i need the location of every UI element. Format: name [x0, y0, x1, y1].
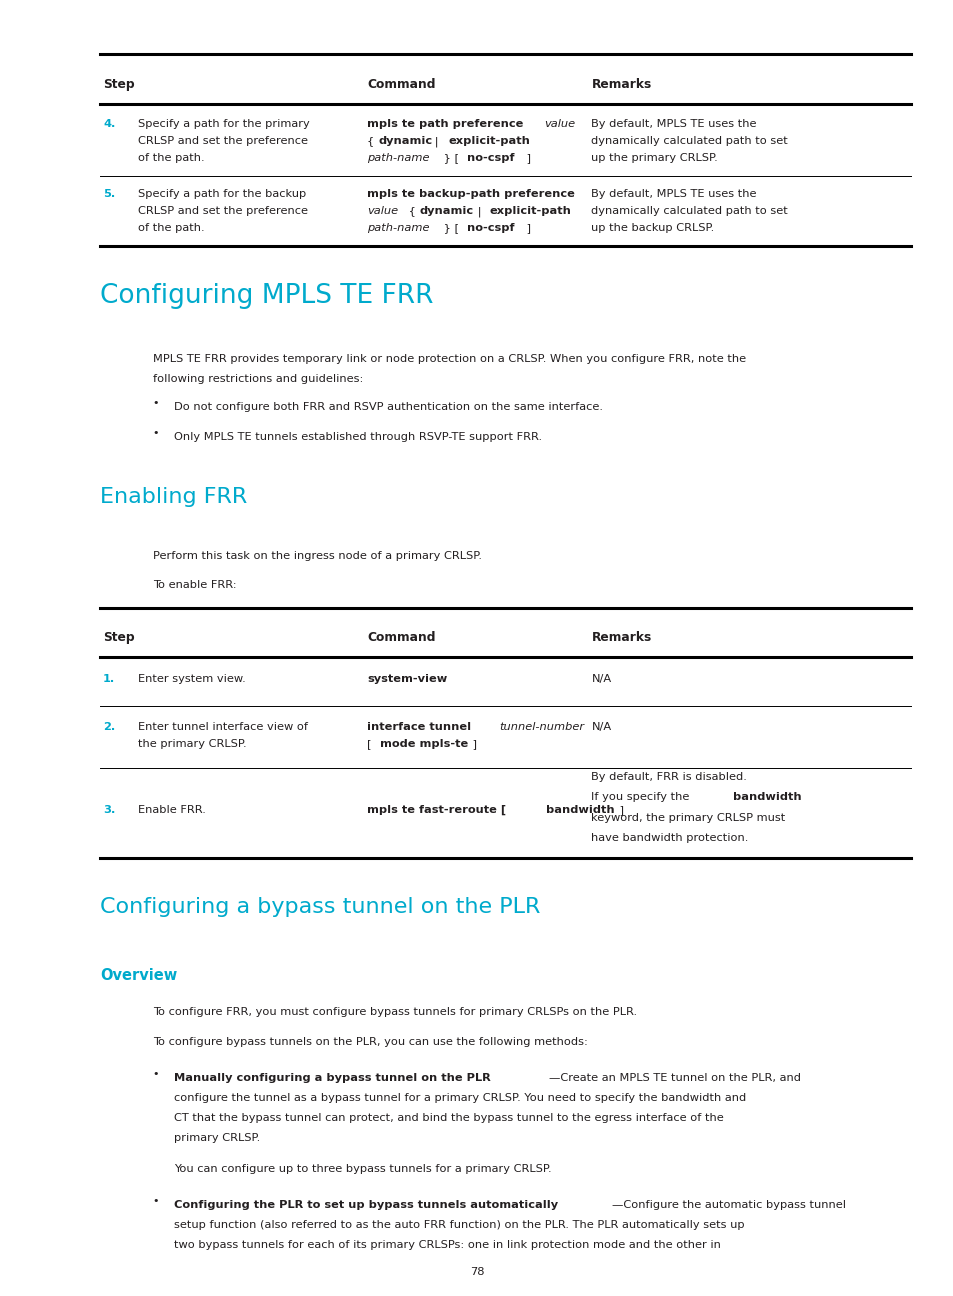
Text: configure the tunnel as a bypass tunnel for a primary CRLSP. You need to specify: configure the tunnel as a bypass tunnel …: [173, 1094, 745, 1103]
Text: Command: Command: [367, 78, 436, 91]
Text: ]: ]: [469, 739, 476, 749]
Text: By default, MPLS TE uses the: By default, MPLS TE uses the: [591, 119, 756, 130]
Text: ]: ]: [522, 153, 530, 163]
Text: N/A: N/A: [591, 674, 611, 684]
Text: Remarks: Remarks: [591, 631, 651, 644]
Text: Overview: Overview: [100, 968, 177, 984]
Text: Step: Step: [103, 78, 134, 91]
Text: CRLSP and set the preference: CRLSP and set the preference: [138, 136, 308, 146]
Text: |: |: [431, 136, 442, 146]
Text: —Configure the automatic bypass tunnel: —Configure the automatic bypass tunnel: [611, 1200, 844, 1209]
Text: the primary CRLSP.: the primary CRLSP.: [138, 739, 247, 749]
Text: of the path.: of the path.: [138, 153, 205, 163]
Text: Configuring a bypass tunnel on the PLR: Configuring a bypass tunnel on the PLR: [100, 897, 540, 916]
Text: 5.: 5.: [103, 189, 115, 200]
Text: value: value: [367, 206, 398, 216]
Text: •: •: [152, 398, 159, 408]
Text: setup function (also referred to as the auto FRR function) on the PLR. The PLR a: setup function (also referred to as the …: [173, 1220, 743, 1230]
Text: 2.: 2.: [103, 722, 115, 732]
Text: Specify a path for the primary: Specify a path for the primary: [138, 119, 310, 130]
Text: CRLSP and set the preference: CRLSP and set the preference: [138, 206, 308, 216]
Text: ]: ]: [616, 805, 623, 815]
Text: path-name: path-name: [367, 223, 430, 233]
Text: Perform this task on the ingress node of a primary CRLSP.: Perform this task on the ingress node of…: [152, 551, 481, 561]
Text: system-view: system-view: [367, 674, 447, 684]
Text: } [: } [: [439, 153, 462, 163]
Text: ]: ]: [522, 223, 530, 233]
Text: explicit-path: explicit-path: [448, 136, 530, 146]
Text: —Create an MPLS TE tunnel on the PLR, and: —Create an MPLS TE tunnel on the PLR, an…: [548, 1073, 800, 1083]
Text: You can configure up to three bypass tunnels for a primary CRLSP.: You can configure up to three bypass tun…: [173, 1164, 551, 1174]
Text: mpls te path preference: mpls te path preference: [367, 119, 527, 130]
Text: MPLS TE FRR provides temporary link or node protection on a CRLSP. When you conf: MPLS TE FRR provides temporary link or n…: [152, 354, 745, 364]
Text: •: •: [152, 1069, 159, 1080]
Text: 4.: 4.: [103, 119, 115, 130]
Text: explicit-path: explicit-path: [489, 206, 571, 216]
Text: tunnel-number: tunnel-number: [498, 722, 583, 732]
Text: •: •: [152, 428, 159, 438]
Text: Manually configuring a bypass tunnel on the PLR: Manually configuring a bypass tunnel on …: [173, 1073, 490, 1083]
Text: primary CRLSP.: primary CRLSP.: [173, 1134, 259, 1143]
Text: mpls te backup-path preference: mpls te backup-path preference: [367, 189, 575, 200]
Text: Enter system view.: Enter system view.: [138, 674, 246, 684]
Text: Enter tunnel interface view of: Enter tunnel interface view of: [138, 722, 308, 732]
Text: {: {: [367, 136, 377, 146]
Text: dynamic: dynamic: [419, 206, 474, 216]
Text: Remarks: Remarks: [591, 78, 651, 91]
Text: no-cspf: no-cspf: [467, 153, 515, 163]
Text: bandwidth: bandwidth: [545, 805, 614, 815]
Text: To configure FRR, you must configure bypass tunnels for primary CRLSPs on the PL: To configure FRR, you must configure byp…: [152, 1007, 636, 1017]
Text: 3.: 3.: [103, 805, 115, 815]
Text: have bandwidth protection.: have bandwidth protection.: [591, 832, 748, 842]
Text: {: {: [405, 206, 419, 216]
Text: up the primary CRLSP.: up the primary CRLSP.: [591, 153, 718, 163]
Text: dynamically calculated path to set: dynamically calculated path to set: [591, 206, 787, 216]
Text: keyword, the primary CRLSP must: keyword, the primary CRLSP must: [591, 813, 785, 823]
Text: dynamic: dynamic: [378, 136, 433, 146]
Text: Only MPLS TE tunnels established through RSVP-TE support FRR.: Only MPLS TE tunnels established through…: [173, 432, 541, 442]
Text: interface tunnel: interface tunnel: [367, 722, 475, 732]
Text: |: |: [474, 206, 485, 216]
Text: Configuring MPLS TE FRR: Configuring MPLS TE FRR: [100, 283, 434, 308]
Text: Step: Step: [103, 631, 134, 644]
Text: } [: } [: [439, 223, 462, 233]
Text: Specify a path for the backup: Specify a path for the backup: [138, 189, 306, 200]
Text: If you specify the: If you specify the: [591, 792, 693, 802]
Text: Enabling FRR: Enabling FRR: [100, 486, 247, 507]
Text: 1.: 1.: [103, 674, 115, 684]
Text: Do not configure both FRR and RSVP authentication on the same interface.: Do not configure both FRR and RSVP authe…: [173, 402, 602, 412]
Text: CT that the bypass tunnel can protect, and bind the bypass tunnel to the egress : CT that the bypass tunnel can protect, a…: [173, 1113, 722, 1124]
Text: 78: 78: [469, 1267, 484, 1278]
Text: By default, FRR is disabled.: By default, FRR is disabled.: [591, 772, 746, 783]
Text: N/A: N/A: [591, 722, 611, 732]
Text: To enable FRR:: To enable FRR:: [152, 579, 236, 590]
Text: bandwidth: bandwidth: [732, 792, 801, 802]
Text: path-name: path-name: [367, 153, 430, 163]
Text: mode mpls-te: mode mpls-te: [379, 739, 468, 749]
Text: two bypass tunnels for each of its primary CRLSPs: one in link protection mode a: two bypass tunnels for each of its prima…: [173, 1240, 720, 1249]
Text: Configuring the PLR to set up bypass tunnels automatically: Configuring the PLR to set up bypass tun…: [173, 1200, 558, 1209]
Text: Enable FRR.: Enable FRR.: [138, 805, 206, 815]
Text: [: [: [367, 739, 375, 749]
Text: up the backup CRLSP.: up the backup CRLSP.: [591, 223, 714, 233]
Text: dynamically calculated path to set: dynamically calculated path to set: [591, 136, 787, 146]
Text: of the path.: of the path.: [138, 223, 205, 233]
Text: value: value: [543, 119, 575, 130]
Text: Command: Command: [367, 631, 436, 644]
Text: mpls te fast-reroute [: mpls te fast-reroute [: [367, 805, 510, 815]
Text: following restrictions and guidelines:: following restrictions and guidelines:: [152, 375, 363, 384]
Text: no-cspf: no-cspf: [467, 223, 515, 233]
Text: To configure bypass tunnels on the PLR, you can use the following methods:: To configure bypass tunnels on the PLR, …: [152, 1037, 587, 1047]
Text: •: •: [152, 1196, 159, 1205]
Text: By default, MPLS TE uses the: By default, MPLS TE uses the: [591, 189, 756, 200]
